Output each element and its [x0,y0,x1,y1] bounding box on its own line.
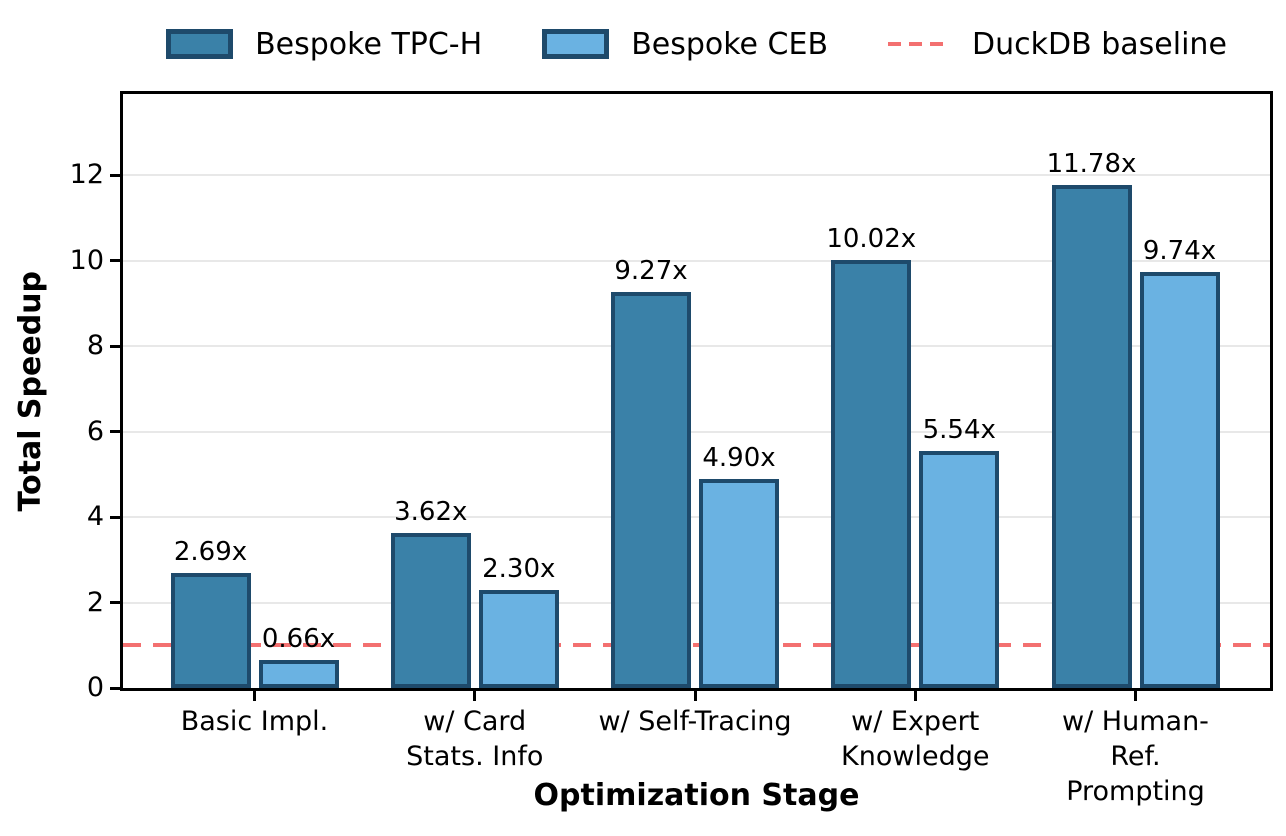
ytick-mark [110,259,120,263]
bar-ceb-4 [919,451,1000,688]
gridline-y2 [123,601,1270,604]
bar-value-label: 11.78x [1046,148,1137,179]
ytick-label-12: 12 [69,159,104,191]
gridline-y4 [123,516,1270,519]
xtick-label-4: w/ Expert Knowledge [841,706,990,773]
ytick-mark [110,344,120,348]
ytick-label-6: 6 [86,415,104,447]
bar-value-label: 10.02x [826,223,917,254]
xtick-mark [913,691,917,701]
ytick-label-2: 2 [86,586,104,618]
plot-area: 2.69x 3.62x 9.27x 10.02x 11.78x 0.66x 2.30x 4.9… [123,94,1270,688]
legend-label-bespoke-ceb: Bespoke CEB [631,26,829,62]
bar-ceb-2 [478,589,559,688]
bar-tpch-2 [390,533,471,688]
duckdb-baseline-line [123,643,1270,648]
xtick-label-2: w/ Card Stats. Info [406,706,544,773]
xtick-label-1: Basic Impl. [180,706,329,737]
bar-tpch-4 [831,259,912,688]
legend-item-duckdb-baseline: DuckDB baseline [888,28,1227,61]
ytick-mark [110,515,120,519]
bar-value-label: 3.62x [394,497,468,528]
bar-value-label: 2.69x [173,537,248,568]
bar-value-label: 0.66x [261,623,336,654]
ytick-label-10: 10 [69,244,104,276]
bar-tpch-5 [1051,184,1132,688]
xtick-label-5: w/ Human-Ref. Prompting [1062,706,1209,808]
ytick-mark [110,430,120,434]
gridline-y6 [123,430,1270,433]
ytick-label-4: 4 [86,501,104,533]
legend-label-duckdb-baseline: DuckDB baseline [972,26,1227,62]
xtick-label-3: w/ Self-Tracing [598,706,792,737]
ytick-label-8: 8 [86,330,104,362]
bar-value-label: 2.30x [482,553,556,584]
bar-value-label: 4.90x [702,442,776,473]
gridline-y12 [123,174,1270,177]
xtick-mark [693,691,697,701]
y-axis-title-text: Total Speedup [12,270,48,512]
x-axis-title: Optimization Stage [533,778,860,813]
bar-ceb-3 [699,478,779,688]
legend: Bespoke TPC-H Bespoke CEB DuckDB baselin… [123,20,1270,68]
bar-ceb-1 [258,659,339,688]
bar-value-label: 9.74x [1142,235,1217,266]
legend-swatch-baseline-dash-icon [888,42,951,46]
legend-item-bespoke-ceb: Bespoke CEB [542,28,828,61]
legend-swatch-ceb-patch-icon [542,29,610,59]
legend-label-bespoke-tpch: Bespoke TPC-H [255,26,483,62]
ytick-label-0: 0 [86,672,104,703]
legend-item-bespoke-tpch: Bespoke TPC-H [166,28,482,61]
xtick-mark [1134,691,1137,701]
bar-value-label: 5.54x [922,415,996,446]
ytick-mark [110,686,120,690]
ytick-mark [110,601,120,605]
bar-tpch-3 [611,291,691,688]
bar-ceb-5 [1139,271,1220,688]
bar-value-label: 9.27x [614,255,688,286]
gridline-y8 [123,345,1270,348]
xtick-mark [253,691,256,701]
xtick-mark [473,691,477,701]
ytick-mark [110,173,120,177]
bar-tpch-1 [170,573,251,688]
gridline-y10 [123,259,1270,262]
legend-swatch-tpch-patch-icon [166,29,234,59]
